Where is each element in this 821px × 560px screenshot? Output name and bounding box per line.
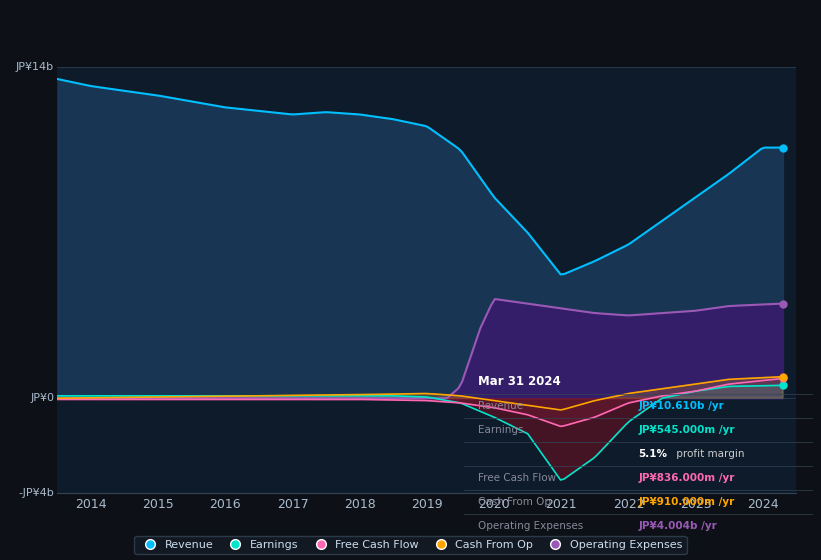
Text: JP¥545.000m /yr: JP¥545.000m /yr (639, 424, 735, 435)
Text: 5.1%: 5.1% (639, 449, 667, 459)
Text: -JP¥4b: -JP¥4b (18, 488, 54, 498)
Text: Free Cash Flow: Free Cash Flow (478, 473, 556, 483)
Text: profit margin: profit margin (673, 449, 745, 459)
Text: JP¥0: JP¥0 (30, 393, 54, 403)
Text: JP¥14b: JP¥14b (16, 62, 54, 72)
Text: Operating Expenses: Operating Expenses (478, 521, 583, 531)
Text: Earnings: Earnings (478, 424, 523, 435)
Legend: Revenue, Earnings, Free Cash Flow, Cash From Op, Operating Expenses: Revenue, Earnings, Free Cash Flow, Cash … (135, 535, 686, 554)
Text: Revenue: Revenue (478, 400, 523, 410)
Text: JP¥10.610b /yr: JP¥10.610b /yr (639, 400, 724, 410)
Text: JP¥836.000m /yr: JP¥836.000m /yr (639, 473, 735, 483)
Text: JP¥910.000m /yr: JP¥910.000m /yr (639, 497, 735, 507)
Text: Mar 31 2024: Mar 31 2024 (478, 375, 561, 388)
Text: Cash From Op: Cash From Op (478, 497, 551, 507)
Text: JP¥4.004b /yr: JP¥4.004b /yr (639, 521, 717, 531)
